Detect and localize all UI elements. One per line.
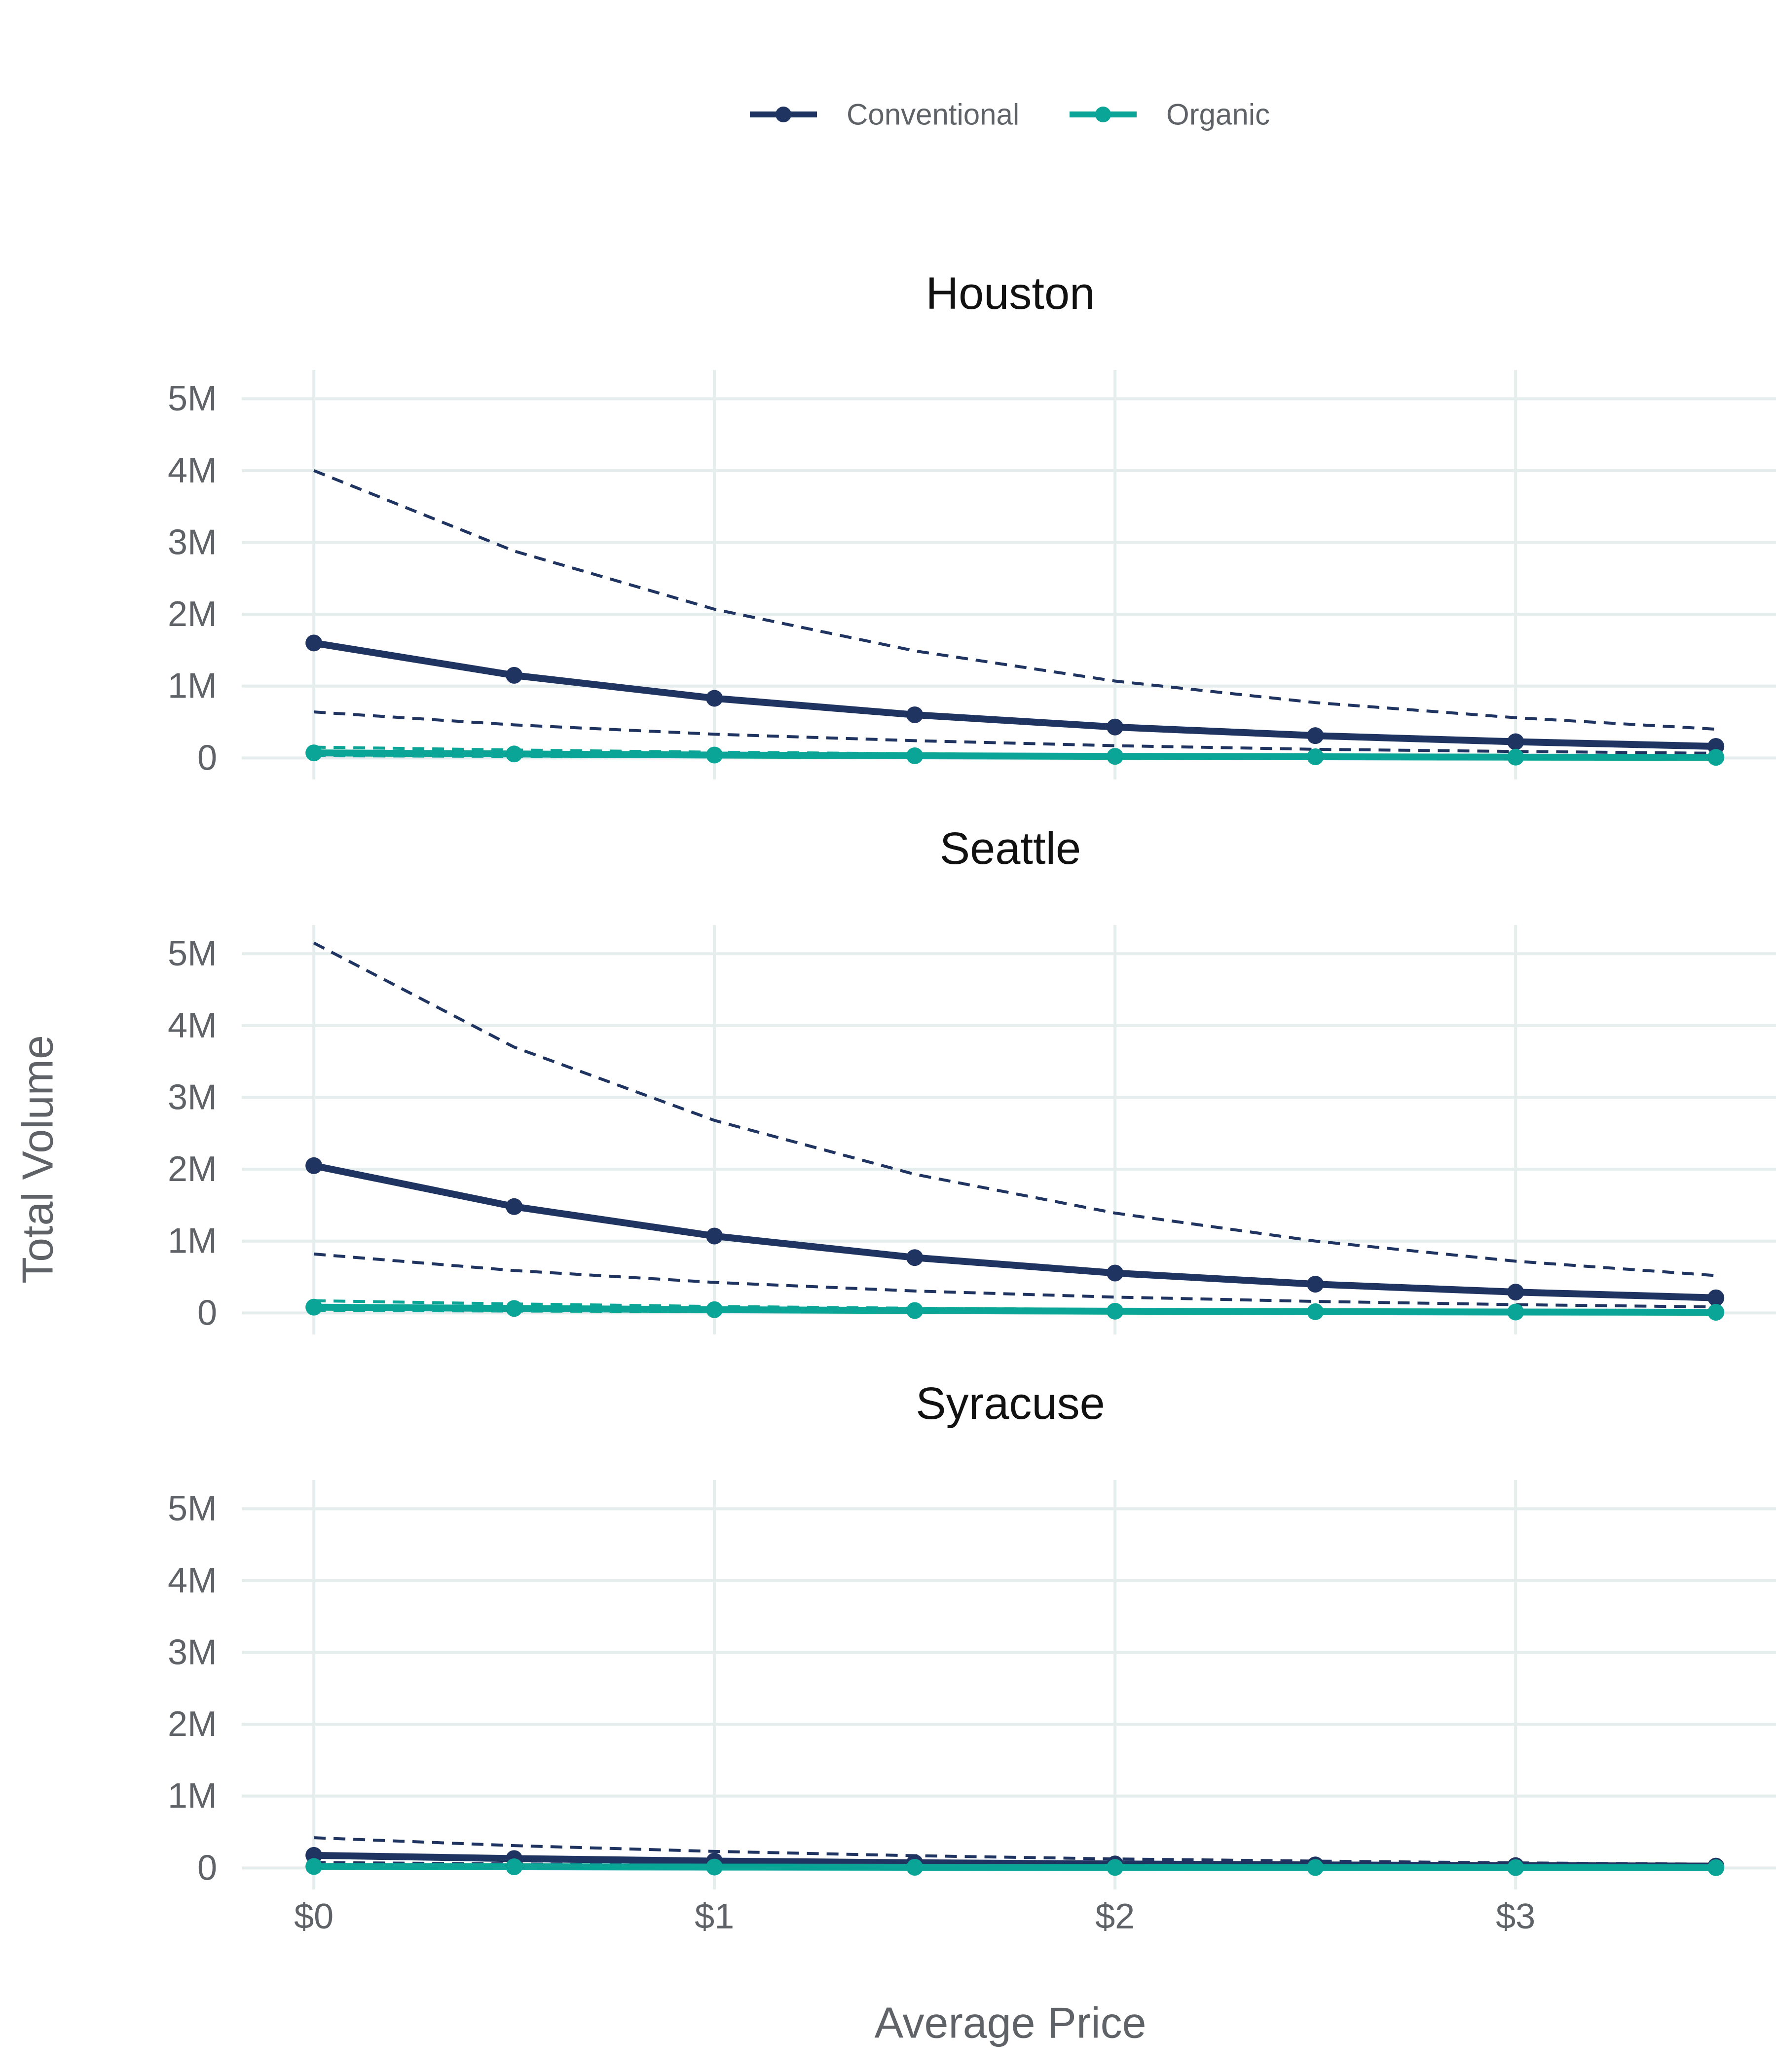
data-point-conventional [1107,1264,1124,1282]
y-tick-label: 3M [168,522,217,562]
band-lower-conventional [313,1252,1716,1309]
data-point-organic [706,1301,723,1318]
legend-marker-organic [1095,107,1111,122]
y-tick-label: 1M [168,1221,217,1261]
data-point-organic [1107,1859,1124,1876]
y-tick-label: 4M [168,451,217,490]
data-point-organic [1707,1304,1725,1321]
y-tick-label: 0 [197,1848,217,1887]
data-point-organic [906,747,924,764]
y-tick-label: 2M [168,1149,217,1189]
y-tick-label: 5M [168,1489,217,1528]
data-point-conventional [1507,1284,1524,1301]
data-point-conventional [305,634,323,652]
data-point-organic [506,1858,523,1875]
series-line-organic [310,1863,1720,1871]
data-point-organic [305,1298,323,1316]
data-point-organic [906,1859,924,1876]
data-point-conventional [1107,718,1124,736]
band-lower-conventional [313,710,1716,755]
y-tick-label: 1M [168,1776,217,1816]
y-tick-label: 4M [168,1006,217,1045]
data-point-conventional [906,706,924,723]
facet-syracuse: Syracuse 0 1M 2M 3M 4M 5M [168,1378,1776,1889]
data-point-organic [1707,1859,1725,1876]
series-line-organic [310,749,1720,761]
y-tick-label: 5M [168,934,217,973]
y-tick-label: 4M [168,1561,217,1600]
x-tick-label: $1 [695,1897,734,1936]
data-point-organic [1707,749,1725,766]
data-point-organic [706,1858,723,1876]
series-line-conventional [310,639,1720,750]
series-line-organic [310,1303,1720,1316]
data-point-conventional [906,1249,924,1266]
data-point-organic [506,745,523,763]
data-point-conventional [706,690,723,707]
data-point-organic [1507,1303,1524,1321]
y-axis-title: Total Volume [13,1035,62,1284]
legend-label-organic: Organic [1166,98,1270,131]
y-tick-label: 2M [168,1704,217,1744]
data-point-organic [1307,1859,1324,1876]
facets: Houston01M2M3M4M5MSeattle01M2M3M4M5MSyra… [168,268,1776,1936]
data-point-organic [906,1302,924,1319]
y-tick-label: 3M [168,1077,217,1117]
data-point-organic [1507,748,1524,766]
data-point-organic [1107,748,1124,765]
band-upper-conventional [313,469,1716,731]
y-tick-label: 3M [168,1632,217,1672]
facet-title-houston: Houston [926,268,1095,319]
data-point-conventional [305,1157,323,1174]
data-point-conventional [1707,1289,1725,1306]
x-tick-label: $0 [294,1897,333,1936]
y-tick-label: 5M [168,379,217,418]
data-point-conventional [1307,1276,1324,1293]
facet-seattle: Seattle 0 1M 2M 3M 4M 5M [168,823,1776,1334]
data-point-conventional [706,1227,723,1245]
y-tick-label: 0 [197,1293,217,1332]
facet-houston: Houston 0 1M 2M 3M 4M 5M [168,268,1776,779]
data-point-organic [1307,748,1324,765]
data-point-organic [1307,1303,1324,1320]
data-point-organic [305,744,323,762]
y-tick-label: 1M [168,666,217,706]
data-point-conventional [1307,727,1324,744]
x-tick-label: $2 [1095,1897,1135,1936]
x-tick-label: $3 [1496,1897,1535,1936]
band-upper-conventional [313,941,1716,1277]
legend-marker-conventional [776,107,791,122]
y-tick-label: 2M [168,594,217,634]
data-point-organic [1107,1302,1124,1320]
data-point-conventional [506,1198,523,1215]
data-point-organic [1507,1859,1524,1876]
x-axis-title: Average Price [874,1998,1146,2047]
series-line-conventional [310,1162,1720,1301]
data-point-organic [506,1300,523,1317]
legend: Conventional Organic [750,98,1270,131]
data-point-conventional [506,666,523,684]
data-point-conventional [1507,733,1524,750]
legend-label-conventional: Conventional [847,98,1019,131]
y-tick-label: 0 [197,738,217,777]
data-point-organic [305,1858,323,1875]
facet-title-seattle: Seattle [940,823,1081,874]
data-point-organic [706,746,723,764]
facet-title-syracuse: Syracuse [916,1378,1105,1429]
